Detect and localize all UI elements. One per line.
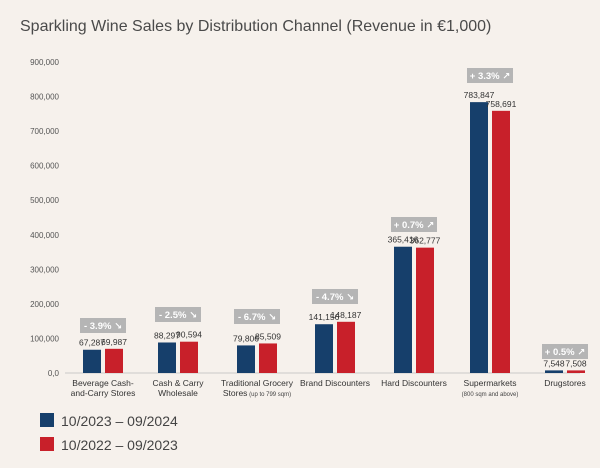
category-label: Cash & Carry <box>152 378 204 388</box>
bar-previous-0 <box>105 348 123 373</box>
bar-previous-5 <box>492 110 510 373</box>
change-badge-text: + 3.3% ↗ <box>470 71 510 82</box>
category-label: Stores (up to 799 sqm) <box>223 388 291 398</box>
y-tick-label: 0,0 <box>48 369 60 378</box>
legend-label-previous: 10/2022 – 09/2023 <box>61 437 178 453</box>
y-tick-label: 800,000 <box>30 93 59 102</box>
category-label: and-Carry Stores <box>71 388 136 398</box>
legend: 10/2023 – 09/2024 10/2022 – 09/2023 <box>40 413 178 453</box>
value-label: 79,806 <box>233 333 259 343</box>
change-badge <box>234 309 280 324</box>
value-label: 758,691 <box>486 99 517 109</box>
change-badge <box>467 68 513 83</box>
change-badge <box>155 307 201 322</box>
value-label: 67,287 <box>79 338 105 348</box>
category-sublabel: (800 sqm and above) <box>462 392 519 398</box>
value-label: 90,594 <box>176 330 202 340</box>
change-badge <box>391 217 437 232</box>
category-label: Brand Discounters <box>300 378 370 388</box>
bar-current-0 <box>83 349 101 373</box>
category-labels: Beverage Cash-and-Carry Stores Cash & Car… <box>71 378 586 398</box>
bar-previous-2 <box>259 343 277 373</box>
change-badge-text: - 6.7% ↘ <box>238 312 276 323</box>
category-label: Wholesale <box>158 388 198 398</box>
value-label: 7,508 <box>565 358 587 368</box>
y-tick-label: 200,000 <box>30 300 59 309</box>
y-tick-label: 400,000 <box>30 231 59 240</box>
value-label: 783,847 <box>464 90 495 100</box>
bar-current-4 <box>394 246 412 373</box>
value-label: 85,509 <box>255 331 281 341</box>
category-label: Hard Discounters <box>381 378 447 388</box>
category-label: Supermarkets <box>464 378 517 388</box>
y-tick-label: 900,000 <box>30 58 59 67</box>
y-tick-label: 700,000 <box>30 127 59 136</box>
category-label: Beverage Cash- <box>72 378 134 388</box>
legend-swatch-current <box>40 413 54 427</box>
value-label: 69,987 <box>101 337 127 347</box>
category-sublabel: (up to 799 sqm) <box>247 392 291 398</box>
bar-previous-1 <box>180 341 198 373</box>
change-badge-text: + 0.7% ↗ <box>394 220 434 231</box>
category-label: Drugstores <box>544 378 586 388</box>
category-label: Traditional Grocery <box>221 378 294 388</box>
bar-current-5 <box>470 102 488 373</box>
change-badge-text: + 0.5% ↗ <box>545 347 585 358</box>
bar-current-2 <box>237 345 255 373</box>
change-badge-text: - 4.7% ↘ <box>316 292 354 303</box>
value-label: 365,416 <box>388 235 419 245</box>
bar-current-3 <box>315 324 333 373</box>
bar-current-6 <box>545 370 563 373</box>
change-badge <box>542 344 588 359</box>
change-badge <box>80 318 126 333</box>
value-label: 141,156 <box>309 312 340 322</box>
y-tick-label: 600,000 <box>30 162 59 171</box>
legend-swatch-previous <box>40 437 54 451</box>
change-badge-text: - 3.9% ↘ <box>84 321 122 332</box>
bar-previous-6 <box>567 370 585 373</box>
bar-current-1 <box>158 342 176 373</box>
legend-label-current: 10/2023 – 09/2024 <box>61 413 178 429</box>
value-label: 148,187 <box>331 310 362 320</box>
value-label: 7,548 <box>543 358 565 368</box>
value-label: 362,777 <box>410 236 441 246</box>
bar-previous-4 <box>416 247 434 373</box>
change-badge <box>312 289 358 304</box>
chart-title: Sparkling Wine Sales by Distribution Cha… <box>20 18 491 35</box>
y-tick-label: 500,000 <box>30 196 59 205</box>
change-badge-text: - 2.5% ↘ <box>159 310 197 321</box>
y-tick-label: 300,000 <box>30 265 59 274</box>
bar-previous-3 <box>337 321 355 373</box>
value-label: 88,297 <box>154 330 180 340</box>
y-tick-label: 100,000 <box>30 334 59 343</box>
